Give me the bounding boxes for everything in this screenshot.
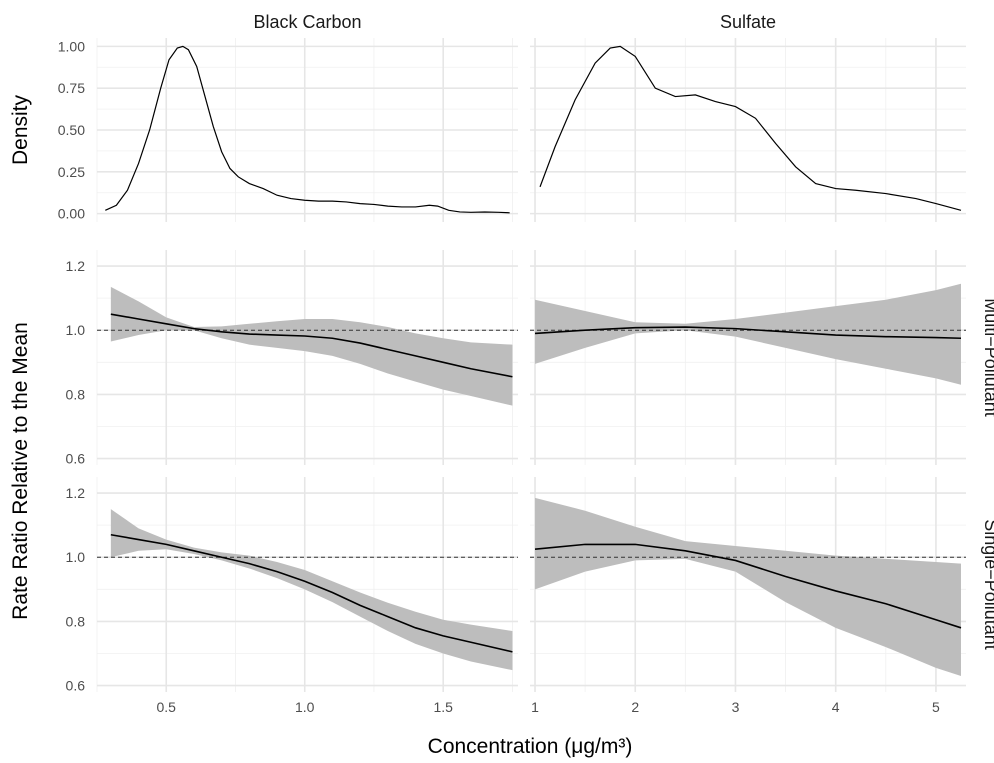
y-tick-label: 0.25: [58, 164, 85, 180]
y-axis-title-ratio: Rate Ratio Relative to the Mean: [9, 322, 32, 620]
x-tick-label: 0.5: [157, 699, 177, 715]
y-tick-label: 0.50: [58, 122, 85, 138]
y-tick-label: 1.2: [66, 485, 86, 501]
panel-single-pollutant-sulfate: [530, 477, 966, 692]
y-axis-title-density: Density: [9, 94, 32, 165]
rate-ratio-line: [534, 543, 962, 629]
x-tick-label: 1.0: [295, 699, 315, 715]
x-tick-label: 1.5: [433, 699, 453, 715]
panels-layer: [96, 38, 966, 692]
y-tick-label: 1.0: [66, 549, 86, 565]
x-tick-label: 4: [832, 699, 840, 715]
confidence-band: [535, 283, 961, 385]
y-tick-label: 0.6: [66, 451, 86, 467]
y-tick-label: 0.8: [66, 613, 86, 629]
panel-density-sulfate: [530, 38, 966, 222]
confidence-band: [110, 509, 513, 671]
rate-ratio-line: [110, 313, 513, 378]
y-tick-label: 0.00: [58, 206, 85, 222]
x-tick-label: 5: [932, 699, 940, 715]
y-tick-label: 0.75: [58, 80, 85, 96]
panel-single-pollutant-black-carbon: [96, 477, 518, 692]
y-tick-label: 1.0: [66, 322, 86, 338]
strip-label-black-carbon: Black Carbon: [253, 12, 361, 32]
density-curve-sulfate: [539, 45, 962, 211]
x-axis-title: Concentration (μg/m³): [428, 735, 633, 758]
panel-multi-pollutant-sulfate: [530, 250, 966, 465]
density-curve-black-carbon: [105, 45, 510, 214]
strip-label-sulfate: Sulfate: [720, 12, 776, 32]
panel-multi-pollutant-black-carbon: [96, 250, 518, 465]
confidence-band: [110, 286, 513, 406]
x-tick-label: 3: [732, 699, 740, 715]
x-tick-label: 1: [531, 699, 539, 715]
strip-label-single-pollutant: Single−Pollutant: [981, 519, 994, 650]
y-tick-label: 1.00: [58, 38, 85, 54]
y-tick-label: 0.6: [66, 678, 86, 694]
rate-ratio-line: [534, 326, 962, 340]
y-tick-label: 0.8: [66, 386, 86, 402]
strip-label-multi-pollutant: Multi−Pollutant: [981, 298, 994, 417]
y-tick-label: 1.2: [66, 258, 86, 274]
confidence-band: [535, 497, 961, 676]
x-tick-label: 2: [631, 699, 639, 715]
labels-layer: 0.00 0.25 0.50 0.75 1.00 0.6 0.8 1.0 1.2 0.6 0.8 1.…: [9, 12, 994, 758]
rate-ratio-line: [110, 533, 513, 653]
panel-density-black-carbon: [96, 38, 518, 222]
